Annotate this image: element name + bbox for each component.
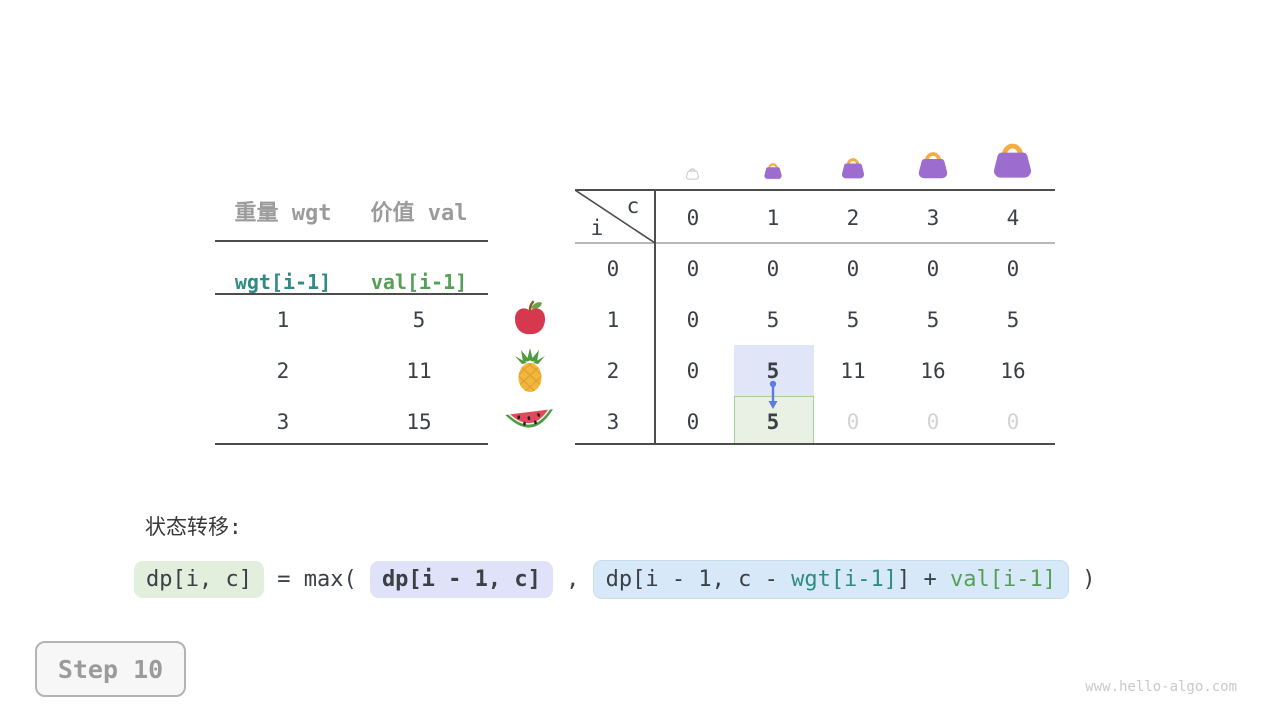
items-header-weight: 重量 wgt xyxy=(234,201,332,226)
dp-cell-1-4: 5 xyxy=(1006,308,1020,332)
dp-cell-3-0: 0 xyxy=(686,410,700,434)
dp-col-header-0: 0 xyxy=(686,206,700,230)
formula-op-close: ) xyxy=(1069,567,1096,592)
dp-cell-3-3: 0 xyxy=(926,410,940,434)
transition-formula: dp[i, c] = max( dp[i - 1, c] , dp[i - 1,… xyxy=(134,560,1096,599)
dp-cell-0-3: 0 xyxy=(926,257,940,281)
bag-capacity-0-icon xyxy=(685,168,700,180)
dp-row-header-2: 2 xyxy=(606,359,620,383)
transition-title: 状态转移: xyxy=(145,515,242,539)
dp-corner-row-var: i xyxy=(590,216,604,240)
items-cell-wgt-1: 2 xyxy=(276,359,290,383)
dp-row-header-0: 0 xyxy=(606,257,620,281)
items-index-val: val[i-1] xyxy=(370,270,468,294)
items-index-wgt: wgt[i-1] xyxy=(234,270,332,294)
dp-cell-1-0: 0 xyxy=(686,308,700,332)
bag-capacity-4-icon xyxy=(989,137,1036,180)
bag-capacity-1-icon xyxy=(763,163,783,180)
dp-corner-col-var: c xyxy=(626,194,640,218)
dp-cell-3-1-current: 5 xyxy=(766,410,780,434)
dp-cell-2-4: 16 xyxy=(1000,359,1026,383)
dp-rule-vertical xyxy=(654,189,656,445)
formula-take-prefix: dp[i - 1, c - xyxy=(605,567,792,592)
step-badge-label: Step 10 xyxy=(57,654,164,684)
dp-corner-diagonal xyxy=(575,190,655,243)
dp-cell-2-3: 16 xyxy=(920,359,946,383)
dp-cell-1-3: 5 xyxy=(926,308,940,332)
dp-cell-0-2: 0 xyxy=(846,257,860,281)
dp-cell-1-2: 5 xyxy=(846,308,860,332)
watermelon-icon xyxy=(505,409,553,428)
formula-take-chip: dp[i - 1, c - wgt[i-1]] + val[i-1] xyxy=(592,560,1069,599)
step-badge: Step 10 xyxy=(35,641,186,697)
dp-cell-2-1-compare: 5 xyxy=(766,359,780,383)
items-table-rule-bottom xyxy=(215,443,488,445)
dp-cell-2-0: 0 xyxy=(686,359,700,383)
pineapple-icon xyxy=(515,348,545,392)
items-table-rule-top xyxy=(215,240,488,242)
formula-take-mid: ] + xyxy=(897,567,951,592)
items-cell-val-2: 15 xyxy=(406,410,432,434)
formula-keep-chip: dp[i - 1, c] xyxy=(369,561,553,598)
transfer-arrow-icon xyxy=(768,380,778,409)
items-cell-wgt-2: 3 xyxy=(276,410,290,434)
dp-col-header-1: 1 xyxy=(766,206,780,230)
formula-take-wgt: wgt[i-1] xyxy=(791,567,898,592)
dp-cell-3-4: 0 xyxy=(1006,410,1020,434)
items-cell-val-1: 11 xyxy=(406,359,432,383)
dp-cell-0-1: 0 xyxy=(766,257,780,281)
formula-op-eq-max: = max( xyxy=(263,567,370,592)
dp-rule-top xyxy=(575,189,1055,191)
dp-row-header-3: 3 xyxy=(606,410,620,434)
dp-cell-1-1: 5 xyxy=(766,308,780,332)
items-cell-val-0: 5 xyxy=(412,308,426,332)
dp-col-header-2: 2 xyxy=(846,206,860,230)
apple-icon xyxy=(515,300,545,335)
dp-row-header-1: 1 xyxy=(606,308,620,332)
formula-lhs-chip: dp[i, c] xyxy=(134,561,264,598)
dp-rule-bottom xyxy=(575,443,1055,445)
dp-cell-0-4: 0 xyxy=(1006,257,1020,281)
items-header-value: 价值 val xyxy=(370,201,468,226)
bag-capacity-3-icon xyxy=(916,152,950,180)
dp-rule-header xyxy=(575,242,1055,244)
dp-cell-3-2: 0 xyxy=(846,410,860,434)
dp-cell-0-0: 0 xyxy=(686,257,700,281)
bag-capacity-2-icon xyxy=(840,158,866,180)
items-cell-wgt-0: 1 xyxy=(276,308,290,332)
dp-cell-2-2: 11 xyxy=(840,359,866,383)
dp-col-header-4: 4 xyxy=(1006,206,1020,230)
dp-col-header-3: 3 xyxy=(926,206,940,230)
watermark: www.hello-algo.com xyxy=(1085,679,1237,695)
formula-op-comma: , xyxy=(552,567,593,592)
items-table-rule-mid xyxy=(215,293,488,295)
formula-take-val: val[i-1] xyxy=(950,567,1056,592)
